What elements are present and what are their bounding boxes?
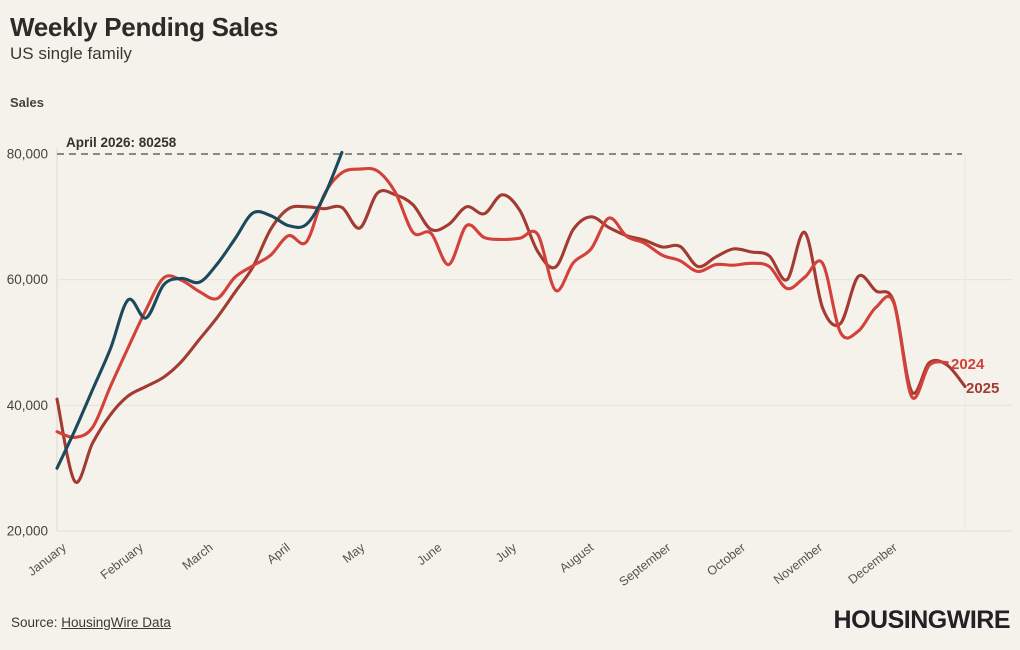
y-tick-label: 20,000 bbox=[7, 524, 48, 539]
series-line-2024 bbox=[55, 166, 949, 439]
x-tick-label: February bbox=[98, 540, 147, 582]
chart-subtitle: US single family bbox=[10, 44, 132, 63]
source-note: Source: HousingWire Data bbox=[11, 615, 171, 630]
x-tick-label: April bbox=[264, 540, 292, 566]
x-tick-label: October bbox=[704, 540, 748, 578]
source-link[interactable]: HousingWire Data bbox=[61, 615, 171, 630]
x-tick-label: November bbox=[771, 540, 825, 587]
series-label-2025: 2025 bbox=[966, 380, 999, 397]
y-tick-label: 40,000 bbox=[7, 398, 48, 413]
series-label-2024: 2024 bbox=[951, 356, 985, 373]
x-tick-label: March bbox=[180, 540, 216, 572]
series-line-2025 bbox=[55, 189, 967, 484]
x-tick-label: July bbox=[493, 540, 520, 565]
x-tick-label: June bbox=[415, 540, 445, 568]
x-tick-label: August bbox=[557, 540, 597, 575]
latest-value-annotation: April 2026: 80258 bbox=[66, 135, 177, 150]
housingwire-logo: HOUSINGWIRE bbox=[833, 606, 1011, 634]
y-tick-label: 60,000 bbox=[7, 272, 48, 287]
source-label: Source: bbox=[11, 615, 62, 630]
x-tick-label: January bbox=[25, 540, 69, 579]
x-tick-label: December bbox=[846, 540, 900, 587]
x-tick-label: May bbox=[340, 540, 368, 566]
x-tick-label: September bbox=[617, 540, 674, 589]
series-line-2026 bbox=[55, 150, 344, 470]
page-title: Weekly Pending Sales bbox=[10, 12, 279, 42]
y-tick-label: 80,000 bbox=[7, 147, 48, 162]
y-axis-title: Sales bbox=[10, 95, 44, 110]
